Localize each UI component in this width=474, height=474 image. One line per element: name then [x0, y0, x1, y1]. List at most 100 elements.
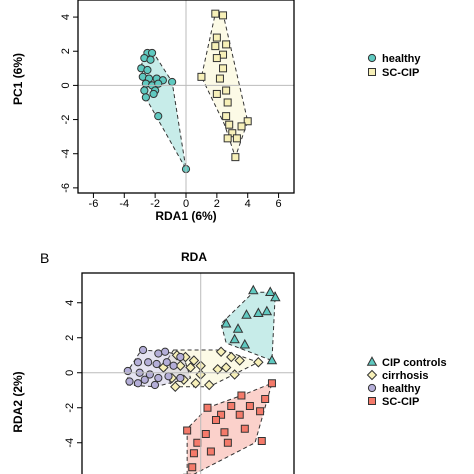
panel-a-point [223, 98, 232, 107]
panel-b-legend-label: healthy [382, 383, 421, 395]
panel-b-legend-marker [368, 397, 376, 405]
panel-b-point [240, 424, 249, 433]
panel-a-legend-marker [367, 53, 377, 63]
panel-a-point [168, 77, 177, 87]
panel-a-point [222, 40, 231, 49]
panel-b-legend-label: cirrhosis [382, 370, 428, 382]
panel-b: B RDA 4 2 0 -2 -4 RDA2 (2%) CIP controlscirr… [11, 250, 447, 474]
panel-b-letter: B [40, 250, 49, 266]
panel-b-point [227, 402, 236, 410]
panel-b-y-tick-label: -4 [64, 438, 76, 448]
panel-a-x-tick-label: 4 [245, 198, 251, 210]
panel-a-point [212, 54, 221, 63]
panel-b-point [220, 428, 229, 437]
panel-b-point [162, 358, 171, 367]
panel-b-hulls [127, 291, 276, 474]
panel-b-point [257, 437, 266, 445]
panel-a-point [225, 120, 234, 129]
panel-b-point [256, 407, 265, 416]
panel-b-point [183, 426, 192, 435]
panel-b-point [261, 305, 273, 316]
panel-b-point [123, 366, 132, 376]
panel-b-point [206, 447, 215, 456]
panel-a-point [219, 11, 228, 20]
panel-b-point [203, 403, 212, 412]
panel-a-x-tick-label: 6 [276, 198, 282, 210]
panel-a-legend-marker [368, 68, 376, 76]
panel-b-point [169, 361, 178, 370]
panel-a-point [237, 122, 246, 131]
panel-b-y-axis-title: RDA2 (2%) [11, 371, 25, 432]
panel-b-point [261, 395, 270, 403]
panel-b-point [203, 379, 215, 391]
panel-b-point [138, 345, 148, 355]
panel-a-y-tick-label: 0 [60, 82, 72, 88]
panel-b-legend-marker [366, 369, 378, 381]
panel-a-x-tick-label: 0 [183, 198, 189, 210]
panel-a-legend: healthy SC-CIP [367, 53, 421, 79]
panel-a-legend-label: SC-CIP [382, 67, 419, 79]
panel-a-point [222, 112, 231, 121]
panel-b-point [125, 377, 134, 386]
panel-a-y-tick-label: -2 [60, 115, 72, 125]
panel-b-point [140, 375, 149, 384]
panel-b-y-tick-label: 2 [64, 335, 76, 341]
panel-a-point [228, 129, 237, 138]
panel-b-point [266, 354, 278, 365]
panel-b-axes: 4 2 0 -2 -4 [64, 272, 295, 474]
panel-b-point [133, 379, 143, 388]
panel-b-legend-label: CIP controls [382, 357, 447, 369]
panel-b-point [239, 338, 251, 349]
panel-b-point [226, 351, 237, 363]
panel-a-y-tick-label: -4 [60, 149, 72, 159]
panel-b-point [164, 372, 173, 381]
panel-a-point [212, 33, 221, 42]
panel-b-point [150, 380, 160, 390]
panel-a-point [243, 117, 252, 126]
panel-a-point [211, 42, 220, 51]
panel-a-x-tick-label: -4 [119, 198, 129, 210]
panel-b-point [220, 317, 232, 328]
panel-b-point [212, 364, 223, 375]
panel-a-point [219, 64, 228, 73]
panel-a-x-tick-label: -2 [150, 198, 160, 210]
panel-a-point [212, 89, 221, 98]
panel-b-point [267, 379, 276, 388]
panel-a-point [215, 74, 224, 83]
panel-a-x-tick-label: -6 [89, 198, 99, 210]
panel-a-x-axis-title: RDA1 (6%) [155, 209, 216, 223]
panel-b-point [154, 373, 163, 383]
panel-a-point [154, 112, 163, 121]
panel-a-x-tick-label: 2 [214, 198, 220, 210]
panel-b-point [170, 381, 181, 392]
panel-a-point [141, 93, 150, 102]
panel-b-point [154, 349, 163, 358]
panel-a-point [154, 79, 163, 88]
panel-b-point [176, 373, 185, 383]
panel-b-point [215, 346, 227, 357]
panel-a-point [231, 153, 240, 162]
panel-b-hull-0 [220, 291, 276, 362]
panel-a-y-tick-label: 4 [60, 14, 72, 20]
panel-b-point [133, 358, 143, 367]
panel-a-point [146, 55, 155, 64]
panel-b-point [235, 410, 244, 419]
panel-b-point [190, 378, 201, 389]
panel-b-point [188, 355, 200, 366]
panel-a-point [222, 86, 231, 95]
panel-a-point [143, 65, 152, 75]
panel-b-point [234, 355, 245, 366]
panel-b-point [220, 362, 232, 373]
panel-b-point [253, 307, 264, 317]
panel-a-y-tick-label: -6 [60, 183, 72, 193]
panel-b-point [241, 309, 252, 319]
panel-b-title: RDA [181, 250, 207, 264]
panel-b-legend-marker [367, 383, 377, 393]
panel-a-legend-label: healthy [382, 53, 421, 65]
panel-a-point [197, 72, 206, 81]
panel-a-point [140, 86, 149, 95]
panel-a-y-axis-title: PC1 (6%) [11, 53, 25, 105]
panel-a-y-tick-label: 2 [60, 48, 72, 54]
panel-a: 4 2 0 -2 -4 -6 -6 -4 -2 0 2 4 6 RDA1 (6%) PC1 (6%) h… [11, 0, 421, 223]
